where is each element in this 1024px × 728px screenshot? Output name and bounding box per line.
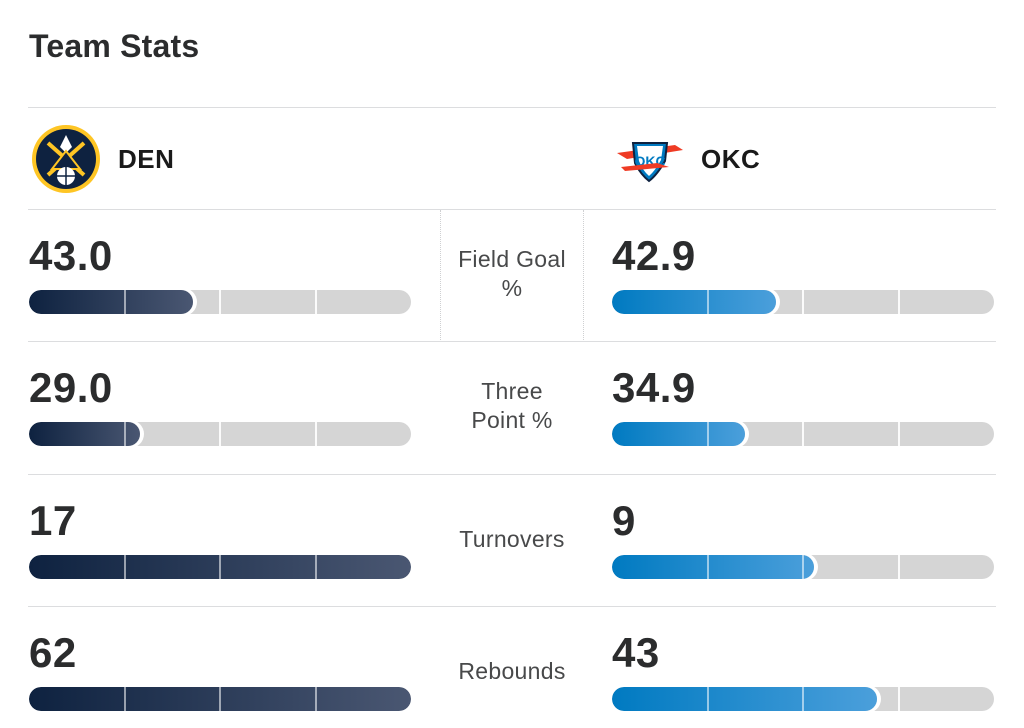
bar-tick — [802, 687, 804, 711]
team-abbrev-den: DEN — [118, 143, 175, 174]
bar-tick — [123, 422, 126, 446]
thunder-logo-icon: OKC — [613, 123, 685, 195]
stat-bar-home — [29, 687, 411, 711]
card-title: Team Stats — [29, 28, 200, 64]
stat-bar-home — [29, 422, 411, 446]
stat-bar-fill — [612, 687, 878, 711]
divider — [28, 107, 996, 108]
stat-bar-fill — [612, 555, 815, 579]
stat-bar-fill — [29, 290, 194, 314]
stat-label: Turnovers — [440, 525, 584, 554]
stat-label: Field Goal % — [440, 245, 584, 303]
stat-value-home: 43.0 — [29, 232, 113, 279]
stat-bar-away — [612, 555, 994, 579]
bar-tick — [314, 422, 317, 446]
divider — [28, 606, 996, 607]
column-divider — [440, 210, 441, 340]
nuggets-logo-icon — [30, 123, 102, 195]
bar-tick — [314, 687, 317, 711]
stat-bar-away — [612, 422, 994, 446]
bar-tick — [219, 422, 221, 446]
stat-label-line: Three — [481, 378, 543, 404]
bar-tick — [123, 687, 126, 711]
stat-row-rebounds: 62 Rebounds 43 — [0, 607, 1024, 728]
stat-bar-fill — [612, 290, 776, 314]
team-den[interactable]: DEN — [30, 120, 174, 198]
stat-label: Three Point % — [440, 377, 584, 435]
stat-row-three-point: 29.0 Three Point % 34.9 — [0, 342, 1024, 474]
stat-label: Rebounds — [440, 657, 584, 686]
stat-label-line: Point % — [471, 407, 553, 433]
bar-tick — [219, 290, 221, 314]
stat-row-turnovers: 17 Turnovers 9 — [0, 475, 1024, 607]
team-abbrev-okc: OKC — [701, 143, 761, 174]
bar-tick — [219, 687, 221, 711]
stat-bar-away — [612, 290, 994, 314]
stat-label-line: Turnovers — [459, 526, 565, 552]
stat-bar-home — [29, 555, 411, 579]
bar-tick — [123, 290, 126, 314]
stat-label-line: Field Goal — [458, 246, 566, 272]
divider — [28, 209, 996, 210]
stat-value-away: 34.9 — [612, 364, 696, 411]
stat-bar-home — [29, 290, 411, 314]
stat-value-away: 9 — [612, 497, 636, 544]
stat-value-away: 43 — [612, 629, 660, 676]
stat-value-home: 29.0 — [29, 364, 113, 411]
stat-value-home: 17 — [29, 497, 77, 544]
stat-row-field-goal: 43.0 Field Goal % 42.9 — [0, 210, 1024, 342]
team-okc[interactable]: OKC OKC — [613, 120, 760, 198]
divider — [28, 474, 996, 475]
bar-tick — [314, 555, 317, 579]
bar-tick — [219, 555, 221, 579]
bar-tick — [802, 422, 804, 446]
bar-tick — [802, 290, 804, 314]
bar-tick — [706, 422, 709, 446]
bar-tick — [123, 555, 126, 579]
stat-value-home: 62 — [29, 629, 77, 676]
bar-tick — [897, 290, 900, 314]
stat-value-away: 42.9 — [612, 232, 696, 279]
bar-tick — [706, 687, 709, 711]
bar-tick — [706, 555, 709, 579]
divider — [28, 341, 996, 342]
bar-tick — [802, 555, 804, 579]
stat-label-line: % — [501, 275, 523, 301]
column-divider — [583, 210, 584, 340]
stat-label-line: Rebounds — [458, 658, 566, 684]
bar-tick — [897, 687, 900, 711]
bar-tick — [706, 290, 709, 314]
bar-tick — [897, 422, 900, 446]
bar-tick — [897, 555, 900, 579]
bar-tick — [314, 290, 317, 314]
stat-bar-fill — [612, 422, 746, 446]
stat-bar-away — [612, 687, 994, 711]
stat-bar-fill — [29, 422, 140, 446]
